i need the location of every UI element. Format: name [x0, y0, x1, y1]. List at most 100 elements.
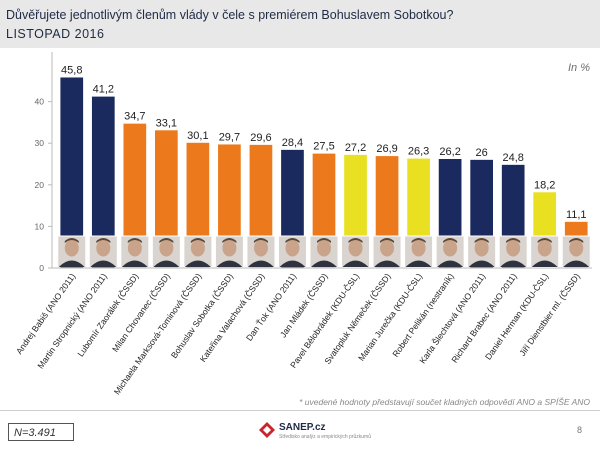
data-label: 26: [476, 147, 488, 159]
portrait-hair: [506, 238, 521, 243]
portrait-suit: [468, 260, 495, 267]
portrait-face: [474, 239, 489, 257]
portrait-face: [253, 239, 268, 257]
data-label: 26,9: [376, 143, 397, 155]
logo-name: SANEP.cz: [279, 422, 326, 433]
portrait-hair: [537, 238, 552, 243]
footnote: * uvedené hodnoty představují součet kla…: [299, 397, 590, 407]
portrait-suit: [311, 260, 337, 267]
portrait-face: [222, 239, 237, 257]
portrait-face: [190, 239, 205, 257]
data-label: 30,1: [187, 130, 208, 142]
y-tick-label: 20: [35, 180, 45, 190]
portrait-face: [537, 239, 552, 257]
portrait-suit: [500, 260, 527, 267]
portrait-photo: [57, 235, 87, 268]
data-label: 24,8: [502, 152, 523, 164]
bar: [91, 96, 115, 268]
logo-tagline: Středisko analýz a empirických průzkumů: [279, 434, 371, 440]
data-label: 45,8: [61, 64, 82, 76]
chart-subtitle: LISTOPAD 2016: [6, 27, 105, 41]
portrait-hair: [127, 238, 142, 243]
data-label: 29,7: [219, 131, 240, 143]
category-label: Marian Jurečka (KDU-ČSL): [356, 271, 424, 363]
portrait-photo: [341, 235, 371, 268]
data-label: 28,4: [282, 137, 303, 149]
portrait-hair: [96, 238, 111, 243]
portrait-photo: [246, 235, 276, 268]
portrait-suit: [121, 260, 148, 267]
portrait-photo: [183, 235, 213, 268]
portrait-hair: [64, 238, 79, 243]
portrait-face: [159, 239, 174, 257]
chart-title: Důvěřujete jednotlivým členům vlády v če…: [6, 8, 454, 22]
category-label: Kateřina Valachová (ČSSD): [198, 271, 267, 364]
portrait-suit: [405, 260, 432, 267]
y-tick-label: 10: [35, 221, 45, 231]
footer-divider: [0, 410, 600, 411]
category-label: Lubomír Zaorálek (ČSSD): [75, 271, 140, 358]
portrait-face: [380, 239, 395, 257]
portrait-face: [127, 239, 142, 257]
portrait-suit: [374, 260, 401, 267]
portrait-photo: [120, 235, 150, 268]
bar: [123, 123, 147, 268]
portrait-hair: [569, 238, 584, 243]
portrait-hair: [380, 238, 395, 243]
portrait-face: [317, 239, 331, 257]
portrait-hair: [253, 238, 268, 243]
portrait-photo: [214, 235, 244, 268]
portrait-suit: [342, 260, 369, 267]
portrait-hair: [317, 238, 331, 243]
portrait-hair: [348, 238, 363, 243]
category-label: Bohuslav Sobotka (ČSSD): [169, 271, 235, 360]
portrait-face: [506, 239, 521, 257]
y-tick-label: 40: [35, 97, 45, 107]
portrait-photo: [435, 235, 465, 268]
data-label: 27,2: [345, 142, 366, 154]
data-label: 18,2: [534, 179, 555, 191]
category-label: Milan Chovanec (ČSSD): [110, 271, 172, 354]
data-label: 26,2: [439, 146, 460, 158]
portrait-suit: [58, 260, 85, 267]
portrait-face: [285, 239, 300, 257]
portrait-hair: [159, 238, 174, 243]
page-number: 8: [576, 425, 582, 435]
portrait-photo: [88, 235, 118, 268]
portrait-face: [443, 239, 458, 257]
portrait-suit: [216, 260, 243, 267]
portrait-photo: [151, 235, 181, 268]
portrait-photo: [277, 235, 307, 268]
category-label: Jiří Dienstbier ml. (ČSSD): [517, 271, 582, 357]
unit-label: In %: [567, 62, 590, 74]
portrait-hair: [411, 238, 426, 243]
data-label: 26,3: [408, 146, 429, 158]
portrait-photo: [309, 235, 339, 268]
portrait-photo: [372, 235, 402, 268]
portrait-photo: [404, 235, 434, 268]
portrait-hair: [285, 238, 300, 243]
portrait-suit: [153, 260, 180, 267]
portrait-hair: [222, 238, 237, 243]
portrait-face: [411, 239, 426, 257]
data-label: 33,1: [156, 117, 177, 129]
portrait-photo: [561, 235, 591, 268]
data-label: 41,2: [93, 84, 114, 96]
category-label: Robert Pelikán (nestraník): [390, 271, 456, 359]
portrait-suit: [437, 260, 464, 267]
header-bar: Důvěřujete jednotlivým členům vlády v če…: [0, 0, 600, 48]
portrait-face: [348, 239, 363, 257]
data-label: 34,7: [124, 111, 145, 123]
sample-size-box: N=3.491: [8, 423, 74, 441]
portrait-face: [569, 239, 584, 257]
sanep-logo: SANEP.cz Středisko analýz a empirických …: [257, 420, 371, 446]
portrait-hair: [190, 238, 205, 243]
portrait-photo: [467, 235, 497, 268]
portrait-face: [96, 239, 111, 257]
category-label: Daniel Herman (KDU-ČSL): [483, 271, 550, 361]
y-tick-label: 0: [39, 263, 44, 273]
portrait-hair: [474, 238, 489, 243]
y-tick-label: 30: [35, 138, 45, 148]
data-label: 27,5: [313, 141, 334, 153]
data-label: 11,1: [566, 209, 587, 221]
